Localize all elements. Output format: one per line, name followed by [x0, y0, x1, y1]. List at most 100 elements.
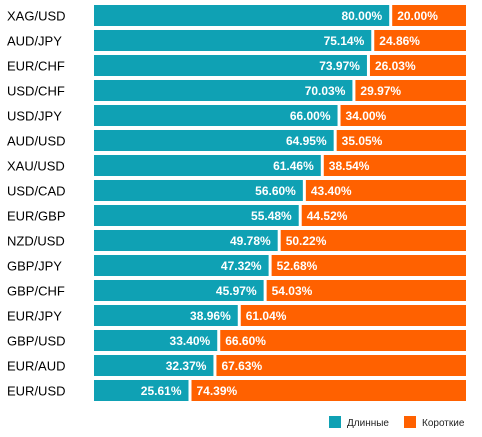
long-value-label: 75.14% — [324, 34, 365, 48]
short-value-label: 35.05% — [342, 134, 383, 148]
legend-swatch — [329, 416, 341, 428]
long-value-label: 25.61% — [141, 384, 182, 398]
short-value-label: 52.68% — [277, 259, 318, 273]
pair-label: USD/CAD — [7, 184, 66, 199]
pair-label: USD/JPY — [7, 109, 62, 124]
legend-item-long: Длинные — [329, 416, 389, 429]
long-value-label: 55.48% — [251, 209, 292, 223]
short-value-label: 66.60% — [225, 334, 266, 348]
pair-label: GBP/USD — [7, 334, 66, 349]
pair-label: GBP/CHF — [7, 284, 65, 299]
short-value-label: 29.97% — [360, 84, 401, 98]
bar-row: EUR/GBP 55.48% 44.52% — [7, 205, 466, 226]
bar-row: NZD/USD 49.78% 50.22% — [7, 230, 466, 251]
pair-label: XAU/USD — [7, 159, 65, 174]
long-value-label: 66.00% — [290, 109, 331, 123]
long-value-label: 32.37% — [166, 359, 207, 373]
short-value-label: 44.52% — [307, 209, 348, 223]
long-value-label: 70.03% — [305, 84, 346, 98]
bar-row: EUR/AUD 32.37% 67.63% — [7, 355, 466, 376]
long-bar — [94, 180, 303, 201]
pair-label: AUD/JPY — [7, 34, 62, 49]
short-bar — [374, 30, 466, 51]
short-value-label: 38.54% — [329, 159, 370, 173]
long-bar — [94, 105, 338, 126]
short-bar — [280, 230, 466, 251]
short-bar — [271, 255, 466, 276]
pair-label: EUR/JPY — [7, 309, 62, 324]
short-bar — [220, 330, 466, 351]
bar-row: USD/CHF 70.03% 29.97% — [7, 80, 466, 101]
short-bar — [340, 105, 466, 126]
short-bar — [369, 55, 466, 76]
long-value-label: 47.32% — [221, 259, 262, 273]
long-bar — [94, 30, 372, 51]
long-bar — [94, 155, 321, 176]
long-value-label: 61.46% — [273, 159, 314, 173]
bar-row: GBP/JPY 47.32% 52.68% — [7, 255, 466, 276]
long-value-label: 45.97% — [216, 284, 257, 298]
legend-label: Короткие — [422, 418, 465, 429]
short-bar — [336, 130, 466, 151]
pair-label: XAG/USD — [7, 9, 66, 24]
short-value-label: 50.22% — [286, 234, 327, 248]
bar-row: AUD/JPY 75.14% 24.86% — [7, 30, 466, 51]
short-bar — [191, 380, 466, 401]
short-value-label: 24.86% — [379, 34, 420, 48]
rows-layer: XAG/USD 80.00% 20.00% AUD/JPY 75.14% 24.86% EU… — [7, 5, 466, 401]
legend-item-short: Короткие — [404, 416, 465, 429]
long-value-label: 38.96% — [190, 309, 231, 323]
short-value-label: 26.03% — [375, 59, 416, 73]
long-value-label: 64.95% — [286, 134, 327, 148]
short-bar — [355, 80, 466, 101]
long-bar — [94, 330, 218, 351]
bar-row: EUR/USD 25.61% 74.39% — [7, 380, 466, 401]
long-bar — [94, 230, 278, 251]
legend-swatch — [404, 416, 416, 428]
pair-label: EUR/CHF — [7, 59, 65, 74]
bar-row: EUR/CHF 73.97% 26.03% — [7, 55, 466, 76]
long-bar — [94, 55, 367, 76]
pair-label: USD/CHF — [7, 84, 65, 99]
pair-label: AUD/USD — [7, 134, 66, 149]
short-value-label: 54.03% — [272, 284, 313, 298]
short-bar — [305, 180, 466, 201]
short-bar — [323, 155, 466, 176]
long-bar — [94, 130, 334, 151]
bar-row: GBP/CHF 45.97% 54.03% — [7, 280, 466, 301]
long-bar — [94, 380, 189, 401]
bar-row: XAU/USD 61.46% 38.54% — [7, 155, 466, 176]
short-value-label: 67.63% — [221, 359, 262, 373]
short-value-label: 20.00% — [397, 9, 438, 23]
pair-label: EUR/AUD — [7, 359, 66, 374]
long-value-label: 33.40% — [170, 334, 211, 348]
long-value-label: 73.97% — [319, 59, 360, 73]
legend-label: Длинные — [347, 418, 389, 429]
long-bar — [94, 5, 390, 26]
pair-label: EUR/GBP — [7, 209, 66, 224]
short-value-label: 74.39% — [197, 384, 238, 398]
pair-label: GBP/JPY — [7, 259, 62, 274]
short-value-label: 61.04% — [246, 309, 287, 323]
short-value-label: 43.40% — [311, 184, 352, 198]
short-bar — [301, 205, 466, 226]
long-value-label: 56.60% — [255, 184, 296, 198]
long-bar — [94, 305, 238, 326]
bar-row: USD/CAD 56.60% 43.40% — [7, 180, 466, 201]
bar-row: XAG/USD 80.00% 20.00% — [7, 5, 466, 26]
bar-row: EUR/JPY 38.96% 61.04% — [7, 305, 466, 326]
short-bar — [266, 280, 466, 301]
long-bar — [94, 280, 264, 301]
long-value-label: 80.00% — [341, 9, 382, 23]
bar-row: GBP/USD 33.40% 66.60% — [7, 330, 466, 351]
short-bar — [240, 305, 466, 326]
pair-label: EUR/USD — [7, 384, 66, 399]
long-bar — [94, 255, 269, 276]
long-bar — [94, 205, 299, 226]
short-value-label: 34.00% — [346, 109, 387, 123]
bar-row: USD/JPY 66.00% 34.00% — [7, 105, 466, 126]
long-bar — [94, 355, 214, 376]
pair-label: NZD/USD — [7, 234, 65, 249]
